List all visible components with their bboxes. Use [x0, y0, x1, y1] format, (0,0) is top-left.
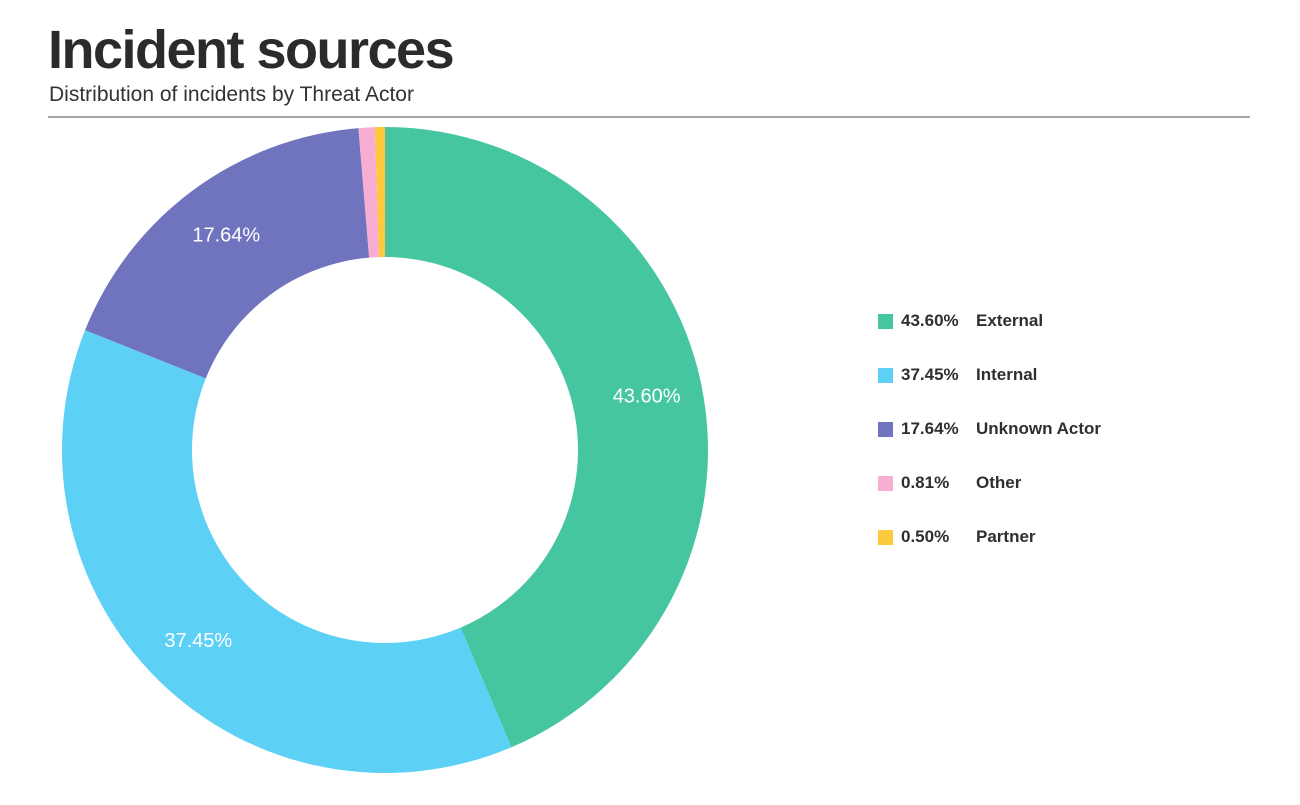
legend-item-partner: 0.50% Partner [878, 523, 1036, 551]
chart-title: Incident sources [48, 20, 455, 80]
legend-value-external: 43.60% [901, 311, 959, 330]
legend-item-external: 43.60% External [878, 307, 1043, 335]
legend-label-internal: Internal [976, 365, 1038, 384]
donut-slice-other [358, 127, 379, 258]
legend-value-other: 0.81% [901, 473, 950, 492]
slice-label-unknown-actor: 17.64% [192, 224, 260, 246]
donut-slice-external [385, 127, 708, 748]
legend-value-partner: 0.50% [901, 527, 950, 546]
donut-slice-internal [62, 330, 512, 773]
legend-swatch-unknown-actor [878, 421, 893, 437]
legend-label-external: External [976, 311, 1044, 330]
donut-chart: 43.60% 37.45% 17.64% [62, 127, 708, 773]
legend-label-other: Other [976, 473, 1022, 492]
slice-label-internal: 37.45% [164, 630, 232, 652]
legend-item-other: 0.81% Other [878, 469, 1021, 497]
slice-label-external: 43.60% [613, 386, 681, 408]
legend-label-partner: Partner [976, 527, 1036, 546]
title-divider [48, 116, 1250, 118]
legend-label-unknown-actor: Unknown Actor [976, 419, 1101, 438]
legend-value-internal: 37.45% [901, 365, 959, 384]
legend-swatch-internal [878, 367, 893, 383]
donut-slice-partner [374, 127, 385, 258]
legend-swatch-other [878, 475, 893, 491]
legend-swatch-external [878, 313, 893, 329]
legend-swatch-partner [878, 529, 893, 545]
chart-subtitle: Distribution of incidents by Threat Acto… [49, 83, 414, 106]
legend-item-unknown-actor: 17.64% Unknown Actor [878, 415, 1101, 443]
legend-value-unknown-actor: 17.64% [901, 419, 959, 438]
donut-slice-unknown-actor [85, 128, 370, 379]
legend-item-internal: 37.45% Internal [878, 361, 1037, 389]
